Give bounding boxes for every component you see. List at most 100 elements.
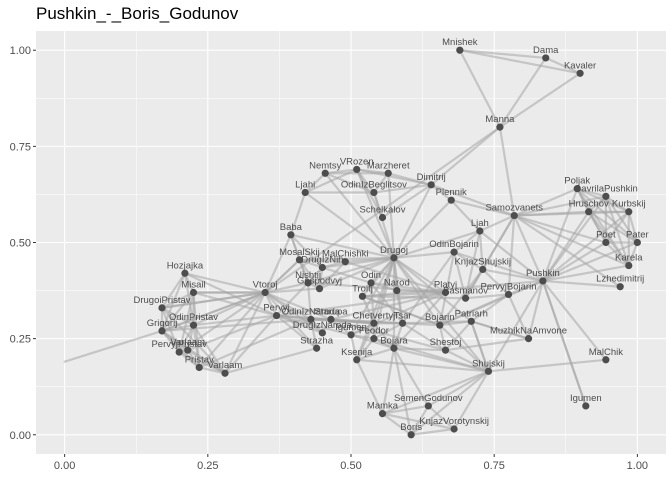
network-edge xyxy=(263,258,301,294)
network-edge xyxy=(344,260,447,294)
network-edge xyxy=(498,56,547,129)
node-label: Narod xyxy=(384,278,410,289)
network-edge xyxy=(309,318,318,350)
network-node xyxy=(272,311,281,320)
network-edge xyxy=(183,272,278,317)
node-label: Odin xyxy=(361,270,381,281)
network-node xyxy=(390,254,398,262)
network-edge xyxy=(361,295,376,325)
network-edge xyxy=(513,210,630,217)
network-edge xyxy=(430,183,453,202)
node-label: Feodor xyxy=(359,326,389,337)
node-label: Strazha xyxy=(300,335,333,346)
node-label: Starupa xyxy=(314,306,348,317)
network-edge xyxy=(604,195,639,244)
network-edge xyxy=(513,214,544,283)
network-edge xyxy=(513,214,607,244)
chart-title: Pushkin_-_Boris_Godunov xyxy=(36,4,239,23)
network-edge xyxy=(452,370,490,431)
network-edge xyxy=(361,291,447,298)
network-edge xyxy=(198,318,313,369)
node-label: Hozjajka xyxy=(167,260,204,271)
network-edge xyxy=(329,318,447,352)
network-edge xyxy=(444,320,473,352)
network-edge xyxy=(329,318,353,336)
node-label: Samozvanets xyxy=(485,203,543,214)
network-edge xyxy=(438,251,456,327)
network-edge xyxy=(410,427,456,436)
network-edge xyxy=(372,337,490,373)
network-node xyxy=(602,356,610,364)
network-edge xyxy=(481,268,510,296)
network-node xyxy=(384,169,392,177)
network-node xyxy=(341,258,349,266)
network-edge xyxy=(438,320,473,327)
network-edge xyxy=(410,370,490,436)
network-edge xyxy=(444,349,490,373)
network-node xyxy=(327,315,335,324)
network-node xyxy=(195,363,203,372)
network-node xyxy=(484,367,493,375)
network-node xyxy=(261,288,269,297)
node-label: Mnishek xyxy=(442,37,478,48)
network-node xyxy=(370,319,378,327)
node-label: Pervyj xyxy=(263,303,289,314)
x-tick-label: 0.25 xyxy=(197,460,218,472)
grid-lines xyxy=(36,31,666,454)
network-node xyxy=(367,279,375,287)
network-edge xyxy=(372,183,433,194)
network-edge xyxy=(381,412,413,436)
network-edge xyxy=(498,126,516,217)
node-label: Mamka xyxy=(367,401,399,412)
network-edge xyxy=(392,347,430,408)
node-label: OdinIzBeglitsov xyxy=(341,180,407,191)
network-node xyxy=(461,294,470,302)
edges-layer xyxy=(63,49,639,436)
network-edge xyxy=(604,241,630,267)
network-edge xyxy=(507,293,530,340)
network-node xyxy=(479,265,487,274)
node-label: MuzhikNaAmvone xyxy=(490,326,567,337)
y-tick-label: 0.75 xyxy=(10,141,31,153)
network-edge xyxy=(452,251,467,300)
network-node xyxy=(189,321,198,329)
node-label: Dimitrij xyxy=(417,172,446,183)
node-label: DrugIzNarodа xyxy=(293,320,353,331)
network-edge xyxy=(223,291,267,375)
network-node xyxy=(370,188,378,197)
network-node xyxy=(370,335,378,343)
network-edge xyxy=(381,347,396,415)
network-node xyxy=(524,335,533,343)
network-edge xyxy=(544,56,582,75)
network-node xyxy=(467,317,475,325)
network-edge xyxy=(392,251,456,259)
network-edge xyxy=(369,281,404,325)
network-node xyxy=(378,410,387,418)
x-tick-label: 0.00 xyxy=(54,460,75,472)
network-node xyxy=(539,277,547,285)
network-edge xyxy=(478,229,484,271)
node-label: MosalSkij xyxy=(279,247,320,258)
network-edge xyxy=(470,293,510,323)
network-node xyxy=(221,369,229,377)
network-node xyxy=(295,256,304,264)
node-label: Basmanov xyxy=(443,285,488,296)
network-node xyxy=(393,286,401,295)
axes-layer: 0.00 0.25 0.50 0.75 1.00 0.00 0.25 0.50 0.75 1.00 xyxy=(10,45,648,472)
network-edge xyxy=(604,210,630,244)
network-node xyxy=(353,356,361,364)
network-edge xyxy=(381,183,433,219)
network-edge xyxy=(427,370,490,408)
network-node xyxy=(602,192,610,200)
node-label: Poet xyxy=(596,230,616,241)
network-edge xyxy=(487,279,544,373)
network-edge xyxy=(324,172,396,259)
network-edge xyxy=(298,258,324,269)
network-edge xyxy=(498,72,582,129)
network-edge xyxy=(361,279,544,298)
node-label: Bojara xyxy=(380,335,408,346)
network-edge xyxy=(372,172,390,194)
network-node xyxy=(321,169,329,177)
